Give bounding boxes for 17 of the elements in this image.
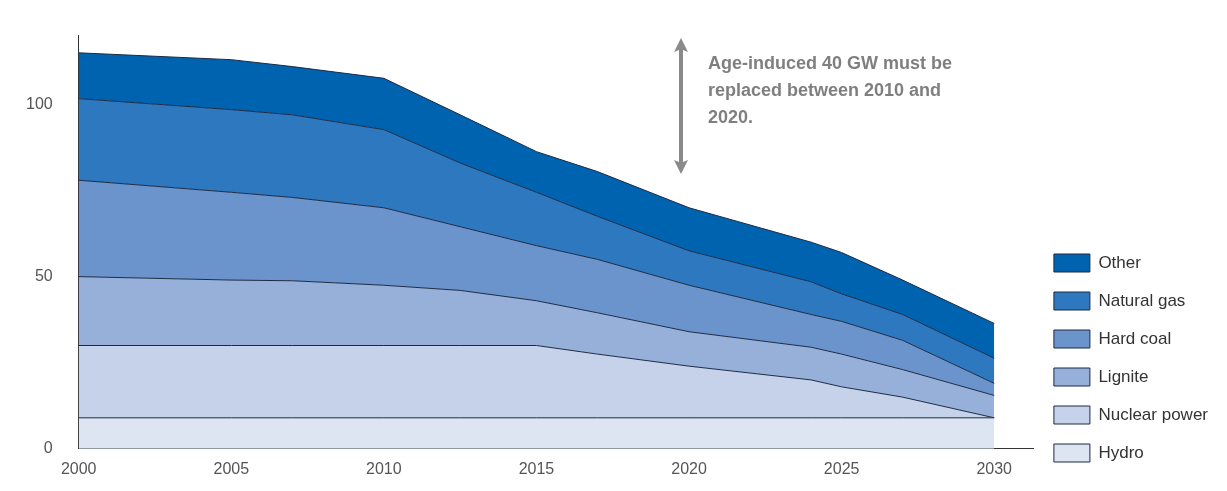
x-tick-label: 2015 [518,459,555,477]
y-tick-label: 0 [43,439,53,457]
legend-label: Other [1098,252,1142,272]
x-tick-label: 2030 [976,459,1013,477]
annotation: Age-induced 40 GW must be replaced between 2010 and 2020. [708,52,954,129]
x-tick-label: 2020 [671,459,707,477]
y-tick-label: 50 [34,267,53,285]
x-tick-label: 2025 [823,459,860,477]
legend-label: Hard coal [1098,328,1172,348]
legend-label: Natural gas [1098,290,1186,310]
legend-label: Hydro [1098,442,1144,462]
legend-label: Lignite [1098,366,1149,386]
x-tick-label: 2005 [213,459,250,477]
x-tick-label: 2000 [60,459,97,477]
y-tick-label: 100 [25,94,53,112]
x-tick-label: 2010 [366,459,402,477]
legend-label: Nuclear power [1098,404,1209,424]
